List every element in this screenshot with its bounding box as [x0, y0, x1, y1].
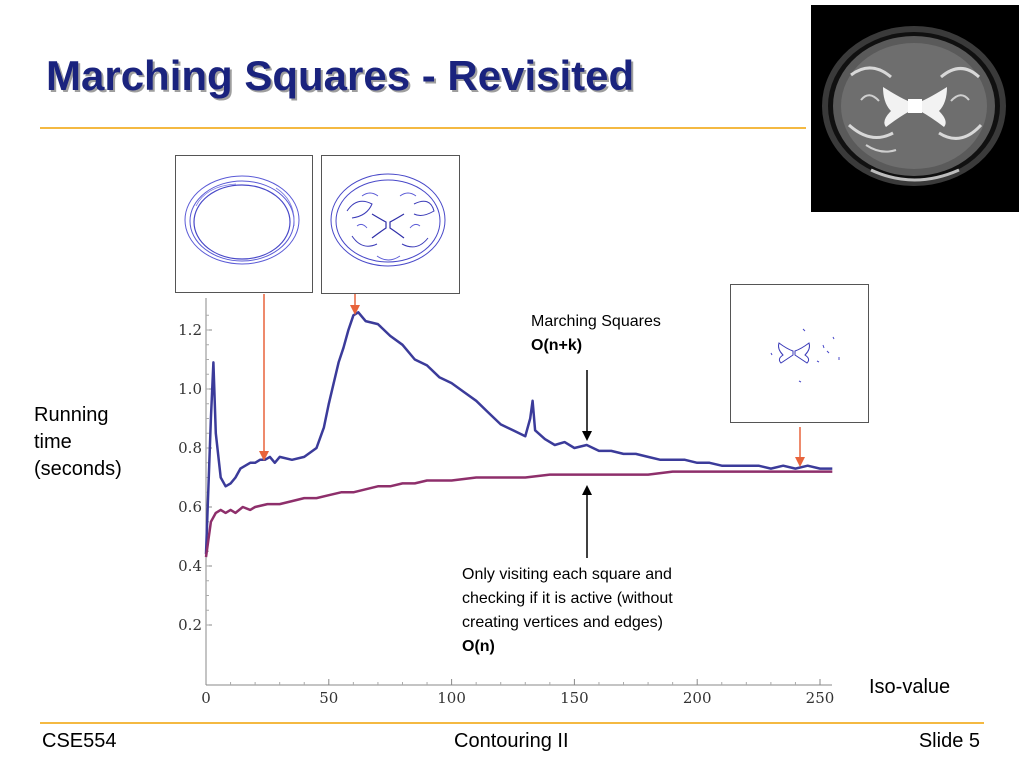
annotation-complexity: O(n+k) — [531, 337, 583, 354]
annotation-text: creating vertices and edges) — [462, 614, 663, 631]
slide-title: Marching Squares - Revisited — [46, 52, 635, 99]
chart-axes: 0.2 0.4 0.6 0.8 1.0 1.2 0 50 100 150 200 250 — [178, 298, 834, 707]
x-axis-label: Iso-value — [869, 676, 951, 698]
contour-thumbnail-low — [175, 155, 313, 293]
x-tick-label: 200 — [683, 689, 712, 707]
footer-divider — [40, 722, 984, 724]
x-tick-label: 150 — [560, 689, 589, 707]
chart-pointers — [259, 294, 805, 558]
footer-course: CSE554 — [42, 730, 117, 752]
chart-series — [204, 311, 833, 558]
footer-slide-number: Slide 5 — [918, 730, 980, 752]
y-tick-label: 1.0 — [178, 380, 202, 398]
x-tick-label: 0 — [201, 689, 211, 707]
marching-squares-annotation: Marching Squares O(n+k) — [531, 310, 661, 358]
visit-only-annotation: Only visiting each square and checking i… — [462, 563, 673, 659]
annotation-text: Marching Squares — [531, 313, 661, 330]
mri-brain-image — [811, 5, 1019, 212]
series-line-visit-only — [204, 470, 833, 558]
annotation-text: checking if it is active (without — [462, 590, 673, 607]
annotation-text: Only visiting each square and — [462, 566, 672, 583]
x-tick-label: 100 — [437, 689, 466, 707]
y-tick-label: 0.4 — [178, 557, 202, 575]
series-line-marching-squares — [204, 311, 833, 555]
annotation-complexity: O(n) — [462, 638, 495, 655]
y-axis-label-line: Running — [34, 404, 109, 426]
footer-topic: Contouring II — [454, 730, 569, 752]
contour-thumbnail-peak — [321, 155, 460, 294]
x-tick-label: 250 — [806, 689, 835, 707]
y-axis-label: Running time (seconds) — [34, 402, 122, 483]
y-axis-label-line: (seconds) — [34, 458, 122, 480]
y-tick-label: 0.2 — [178, 616, 202, 634]
y-axis-label-line: time — [34, 431, 72, 453]
contour-thumbnail-high — [730, 284, 869, 423]
y-tick-label: 0.6 — [178, 498, 202, 516]
y-tick-label: 1.2 — [178, 321, 202, 339]
x-tick-label: 50 — [319, 689, 338, 707]
y-tick-label: 0.8 — [178, 439, 202, 457]
title-divider — [40, 127, 806, 129]
